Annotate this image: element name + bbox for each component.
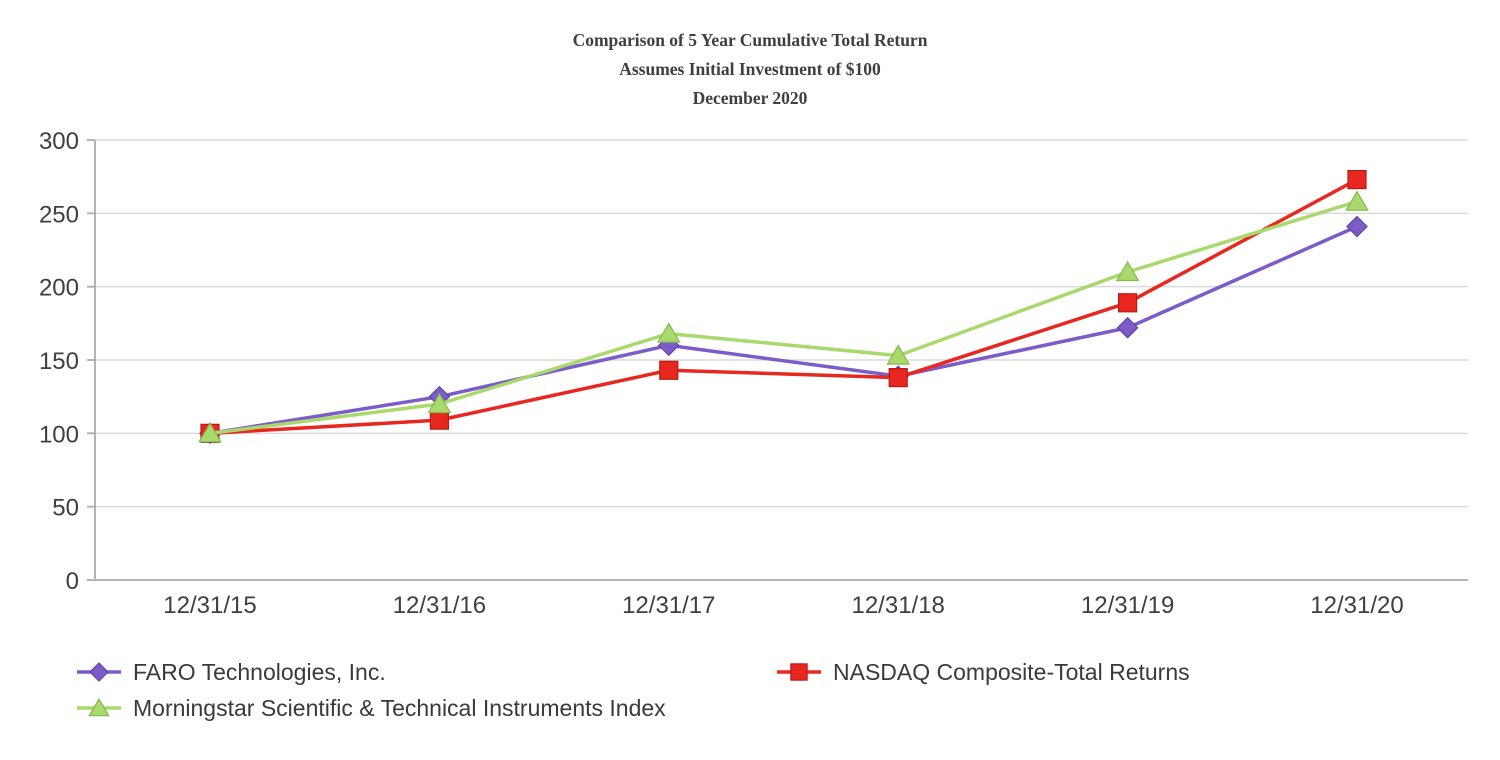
square-marker [1117, 293, 1138, 313]
chart-title-line3: December 2020 [692, 88, 808, 108]
x-tick-label: 12/31/17 [622, 592, 715, 619]
legend-label-faro: FARO Technologies, Inc. [133, 658, 386, 685]
diamond-marker [1116, 316, 1139, 339]
diamond-marker [89, 662, 109, 682]
series-1 [200, 170, 1367, 443]
series-2 [198, 190, 1369, 443]
y-tick-label: 50 [52, 495, 79, 522]
square-marker [1347, 170, 1367, 190]
chart-title-line1: Comparison of 5 Year Cumulative Total Re… [572, 30, 928, 50]
triangle-marker [1115, 260, 1140, 282]
square-marker [888, 368, 908, 388]
chart-title-line2: Assumes Initial Investment of $100 [619, 59, 881, 79]
x-tick-label: 12/31/19 [1081, 592, 1174, 619]
x-tick-label: 12/31/16 [393, 592, 486, 619]
x-tick-label: 12/31/20 [1310, 592, 1403, 619]
x-tick-label: 12/31/18 [851, 592, 944, 619]
triangle-marker [656, 322, 681, 343]
y-tick-label: 300 [39, 128, 79, 155]
triangle-marker [886, 344, 911, 365]
y-tick-label: 100 [39, 421, 79, 448]
diamond-marker [1346, 215, 1368, 238]
square-marker [659, 360, 679, 380]
square-marker [429, 410, 449, 430]
legend-label-morningstar: Morningstar Scientific & Technical Instr… [133, 694, 666, 721]
square-marker [790, 663, 808, 681]
series-line [209, 224, 1358, 436]
triangle-marker [1345, 190, 1369, 211]
triangle-marker-icon [77, 697, 121, 717]
diamond-marker-icon [77, 662, 121, 682]
x-tick-label: 12/31/15 [163, 592, 256, 619]
square-marker-icon [777, 663, 821, 681]
y-tick-label: 200 [39, 275, 79, 302]
y-tick-label: 0 [66, 568, 79, 595]
series-line [209, 199, 1358, 436]
triangle-marker [427, 392, 452, 414]
chart-title: Comparison of 5 Year Cumulative Total Re… [0, 26, 1500, 113]
legend-item-nasdaq: NASDAQ Composite-Total Returns [775, 656, 1455, 688]
series-line [209, 178, 1358, 436]
y-tick-label: 250 [39, 201, 79, 228]
y-tick-label: 150 [39, 348, 79, 375]
legend-label-nasdaq: NASDAQ Composite-Total Returns [833, 658, 1190, 685]
triangle-marker [88, 697, 110, 717]
legend-item-morningstar: Morningstar Scientific & Technical Instr… [75, 692, 775, 724]
legend-item-faro: FARO Technologies, Inc. [75, 656, 775, 688]
triangle-marker [198, 422, 222, 443]
chart-legend: FARO Technologies, Inc. NASDAQ Composite… [75, 656, 1455, 724]
